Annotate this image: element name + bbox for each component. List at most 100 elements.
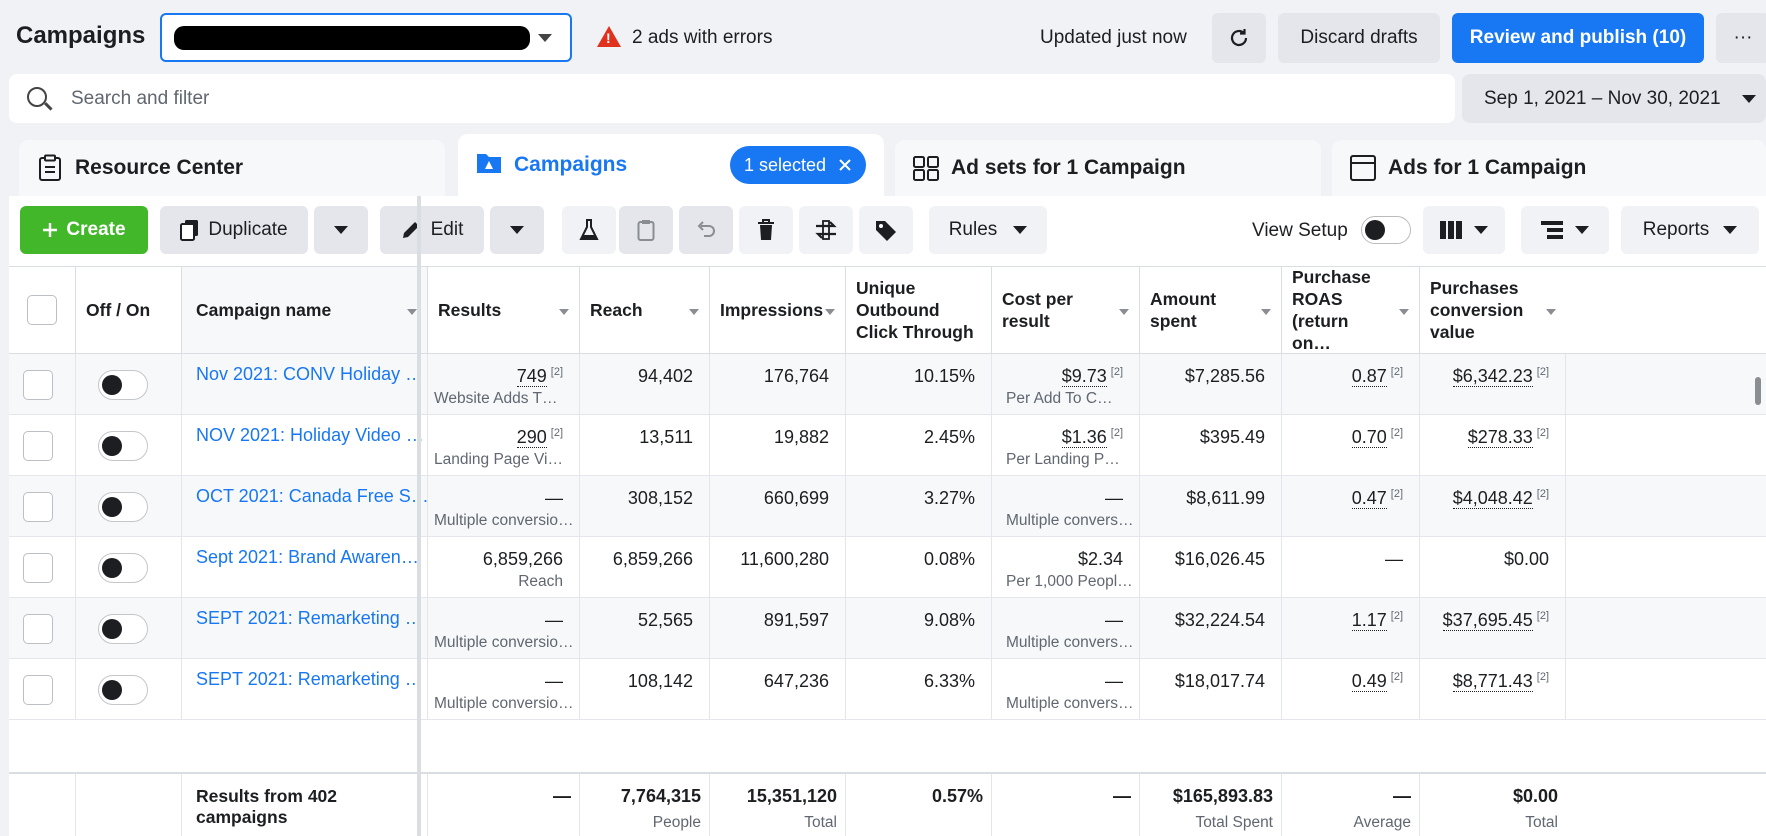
- footnote-marker[interactable]: [2]: [1536, 488, 1549, 500]
- footnote-marker[interactable]: [2]: [1390, 488, 1403, 500]
- cell-value: 176,764: [764, 366, 829, 387]
- delete-button[interactable]: [739, 206, 793, 254]
- campaign-toggle[interactable]: [98, 614, 148, 644]
- campaign-toggle[interactable]: [98, 431, 148, 461]
- campaign-toggle[interactable]: [98, 370, 148, 400]
- view-setup-toggle[interactable]: [1361, 216, 1411, 244]
- tab-resource-center[interactable]: Resource Center: [19, 140, 445, 196]
- campaign-name-link[interactable]: SEPT 2021: Remarketing …: [196, 669, 423, 689]
- campaign-name-link[interactable]: NOV 2021: Holiday Video …: [196, 425, 424, 445]
- header-reach[interactable]: Reach: [580, 267, 710, 353]
- row-checkbox[interactable]: [23, 370, 53, 400]
- reports-button[interactable]: Reports: [1621, 206, 1759, 254]
- table-row[interactable]: NOV 2021: Holiday Video … 290 [2] Landing P…: [9, 415, 1766, 476]
- edit-dropdown-button[interactable]: [490, 206, 544, 254]
- campaign-name-link[interactable]: Nov 2021: CONV Holiday …: [196, 364, 424, 384]
- breakdown-button[interactable]: [1521, 206, 1609, 254]
- tag-button[interactable]: [859, 206, 913, 254]
- cell-value: —: [545, 488, 563, 509]
- edit-label: Edit: [430, 219, 464, 240]
- campaign-name-link[interactable]: SEPT 2021: Remarketing …: [196, 608, 423, 628]
- table-row[interactable]: Nov 2021: CONV Holiday … 749 [2] Website Ad…: [9, 354, 1766, 415]
- table-row[interactable]: SEPT 2021: Remarketing … — Multiple conver…: [9, 659, 1766, 720]
- row-checkbox[interactable]: [23, 614, 53, 644]
- footnote-marker[interactable]: [2]: [1390, 671, 1403, 683]
- header-results[interactable]: Results: [428, 267, 580, 353]
- row-toggle-cell: [76, 598, 182, 659]
- view-setup-label: View Setup: [1252, 220, 1348, 241]
- footnote-marker[interactable]: [2]: [1390, 427, 1403, 439]
- campaign-toggle[interactable]: [98, 675, 148, 705]
- campaign-name-link[interactable]: OCT 2021: Canada Free S…: [196, 486, 429, 506]
- campaign-name-link[interactable]: Sept 2021: Brand Awaren…: [196, 547, 419, 567]
- swap-button[interactable]: [799, 206, 853, 254]
- account-selector[interactable]: [160, 13, 572, 62]
- more-options-button[interactable]: ···: [1716, 13, 1766, 63]
- table-row[interactable]: SEPT 2021: Remarketing … — Multiple conver…: [9, 598, 1766, 659]
- cell-number: 308,152: [627, 488, 693, 508]
- footnote-marker[interactable]: [2]: [1536, 610, 1549, 622]
- table-row[interactable]: Sept 2021: Brand Awaren… 6,859,266 Reach 6,…: [9, 537, 1766, 598]
- duplicate-button[interactable]: Duplicate: [160, 206, 308, 254]
- review-publish-button[interactable]: Review and publish (10): [1452, 13, 1704, 63]
- footnote-marker[interactable]: [2]: [550, 427, 563, 439]
- summary-sub: Total Spent: [1195, 814, 1273, 831]
- header-campaign-name[interactable]: Campaign name: [182, 267, 428, 353]
- campaign-name-cell: OCT 2021: Canada Free S…: [182, 476, 429, 537]
- discard-drafts-button[interactable]: Discard drafts: [1278, 13, 1440, 63]
- refresh-button[interactable]: [1212, 13, 1266, 63]
- rules-button[interactable]: Rules: [929, 206, 1047, 254]
- ab-test-button[interactable]: [562, 206, 616, 254]
- summary-sub: Total: [1525, 814, 1558, 831]
- clipboard-button[interactable]: [619, 206, 673, 254]
- columns-button[interactable]: [1423, 206, 1505, 254]
- tab-ad-sets[interactable]: Ad sets for 1 Campaign: [895, 140, 1321, 196]
- footnote-marker[interactable]: [2]: [1536, 671, 1549, 683]
- campaign-toggle[interactable]: [98, 553, 148, 583]
- tab-campaigns[interactable]: Campaigns 1 selected: [458, 134, 884, 196]
- selected-pill[interactable]: 1 selected: [730, 146, 867, 184]
- header-unique-outbound-ctr[interactable]: Unique Outbound Click Through: [846, 267, 992, 353]
- undo-button[interactable]: [679, 206, 733, 254]
- cell-roas: 1.17 [2]: [1282, 598, 1420, 659]
- cell-cpr: $9.73 [2] Per Add To C…: [992, 354, 1140, 415]
- sort-icon: [825, 309, 835, 315]
- date-range-picker[interactable]: Sep 1, 2021 – Nov 30, 2021: [1462, 74, 1766, 123]
- header-purchases-conversion-value[interactable]: Purchases conversion value: [1420, 267, 1566, 353]
- row-checkbox[interactable]: [23, 492, 53, 522]
- edit-button[interactable]: Edit: [380, 206, 484, 254]
- table-row[interactable]: OCT 2021: Canada Free S… — Multiple conver…: [9, 476, 1766, 537]
- summary-value: 7,764,315: [620, 786, 701, 806]
- footnote-marker[interactable]: [2]: [550, 366, 563, 378]
- row-checkbox[interactable]: [23, 431, 53, 461]
- footnote-marker[interactable]: [2]: [1536, 366, 1549, 378]
- campaign-toggle[interactable]: [98, 492, 148, 522]
- duplicate-dropdown-button[interactable]: [314, 206, 368, 254]
- cell-value: 108,142: [628, 671, 693, 692]
- header-amount-spent[interactable]: Amount spent: [1140, 267, 1282, 353]
- header-purchase-roas[interactable]: Purchase ROAS (return on…: [1282, 267, 1420, 353]
- refresh-icon: [1230, 29, 1248, 47]
- header-cost-per-result[interactable]: Cost per result: [992, 267, 1140, 353]
- vertical-scrollbar[interactable]: [1755, 377, 1761, 405]
- select-all-checkbox[interactable]: [27, 295, 57, 325]
- row-checkbox[interactable]: [23, 675, 53, 705]
- close-icon[interactable]: [838, 158, 852, 172]
- row-toggle-cell: [76, 476, 182, 537]
- cell-value: 10.15%: [914, 366, 975, 387]
- footnote-marker[interactable]: [2]: [1536, 427, 1549, 439]
- cell-value: $395.49: [1200, 427, 1265, 448]
- search-input[interactable]: [71, 84, 1371, 114]
- campaign-name-cell: NOV 2021: Holiday Video …: [182, 415, 428, 476]
- tab-ads[interactable]: Ads for 1 Campaign: [1332, 140, 1766, 196]
- footnote-marker[interactable]: [2]: [1390, 366, 1403, 378]
- row-checkbox[interactable]: [23, 553, 53, 583]
- footnote-marker[interactable]: [2]: [1110, 427, 1123, 439]
- redacted-account-name: [174, 26, 530, 50]
- header-impressions[interactable]: Impressions: [710, 267, 846, 353]
- footnote-marker[interactable]: [2]: [1390, 610, 1403, 622]
- footnote-marker[interactable]: [2]: [1110, 366, 1123, 378]
- errors-link[interactable]: 2 ads with errors: [632, 27, 773, 48]
- cell-value: —: [1105, 671, 1123, 692]
- create-button[interactable]: Create: [20, 206, 148, 254]
